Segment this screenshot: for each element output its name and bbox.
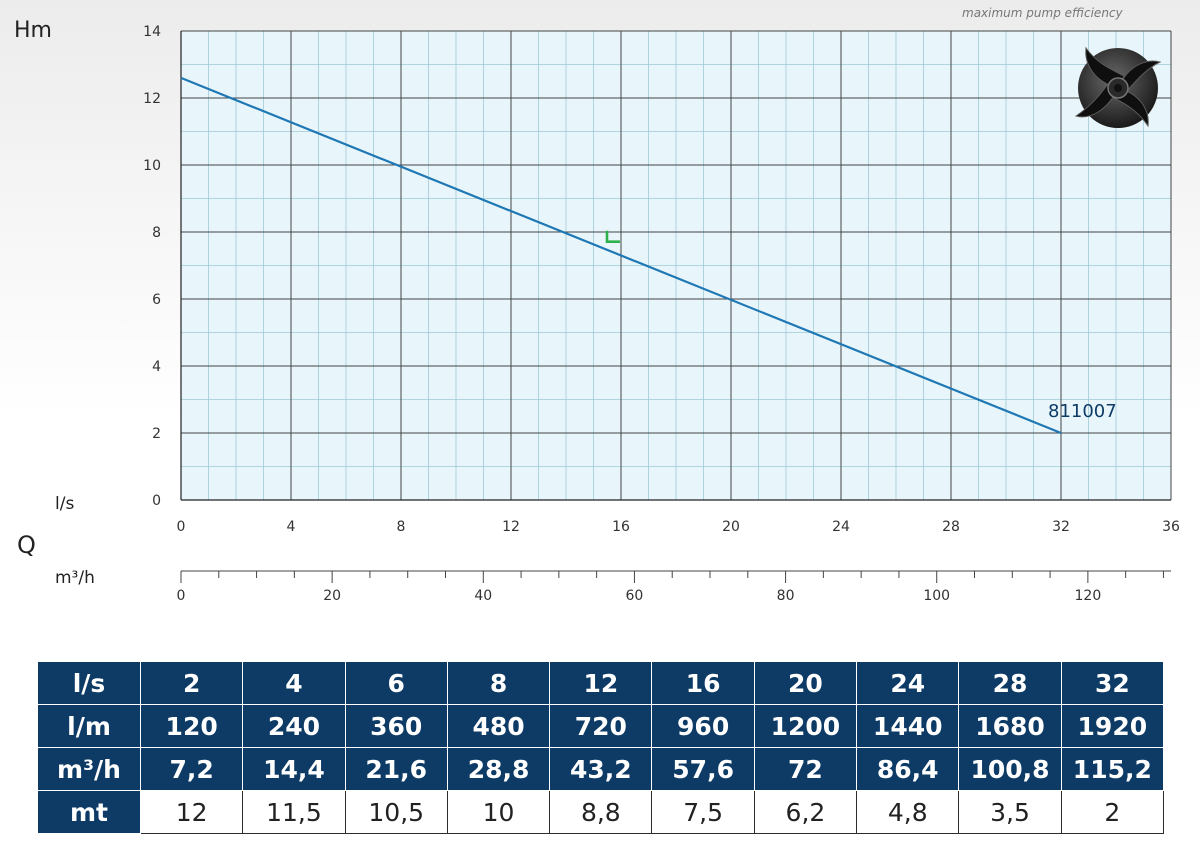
y-tick-label: 12 [143, 91, 161, 107]
table-cell: 3,5 [958, 790, 1062, 834]
table-cell: 11,5 [242, 790, 346, 834]
table-cell: 28 [958, 661, 1062, 705]
table-cell: 28,8 [446, 747, 551, 791]
table-cell: 240 [242, 704, 346, 748]
table-cell: 10 [446, 790, 551, 834]
row-label: l/s [37, 661, 141, 705]
table-cell: 20 [753, 661, 858, 705]
x-tick-label: 8 [397, 519, 406, 535]
y-tick-label: 4 [152, 359, 161, 375]
x-tick-label: 4 [287, 519, 296, 535]
table-row: mt 12 11,5 10,5 10 8,8 7,5 6,2 4,8 3,5 2 [37, 790, 1165, 834]
table-cell: 2 [1060, 790, 1165, 834]
row-label: mt [37, 790, 141, 834]
table-cell: 21,6 [344, 747, 448, 791]
secondary-tick-label: 0 [177, 588, 186, 604]
table-cell: 43,2 [549, 747, 653, 791]
y-tick-label: 2 [152, 426, 161, 442]
table-row: m³/h 7,2 14,4 21,6 28,8 43,2 57,6 72 86,4 100,8 11… [37, 747, 1165, 791]
table-cell: 7,2 [139, 747, 244, 791]
secondary-tick-label: 100 [923, 588, 950, 604]
x-axis-unit-ls: l/s [55, 494, 75, 514]
impeller-icon [1074, 46, 1162, 128]
table-cell: 57,6 [651, 747, 755, 791]
y-tick-label: 0 [152, 493, 161, 509]
x-tick-label: 16 [612, 519, 630, 535]
table-cell: 1920 [1060, 704, 1165, 748]
table-cell: 8 [446, 661, 551, 705]
table-cell: 1200 [753, 704, 858, 748]
x-tick-label: 0 [177, 519, 186, 535]
table-cell: 480 [446, 704, 551, 748]
x-tick-label: 20 [722, 519, 740, 535]
table-cell: 6 [344, 661, 448, 705]
table-cell: 32 [1060, 661, 1165, 705]
table-cell: 115,2 [1060, 747, 1165, 791]
table-cell: 1440 [856, 704, 960, 748]
x-tick-label: 12 [502, 519, 520, 535]
efficiency-note: maximum pump efficiency [962, 6, 1123, 20]
pump-curve-line [180, 76, 1062, 435]
table-cell: 360 [344, 704, 448, 748]
secondary-tick-label: 120 [1075, 588, 1102, 604]
efficiency-marker [605, 230, 620, 243]
table-cell: 4 [242, 661, 346, 705]
table-cell: 960 [651, 704, 755, 748]
table-cell: 7,5 [651, 790, 755, 834]
table-cell: 24 [856, 661, 960, 705]
table-cell: 8,8 [549, 790, 653, 834]
y-tick-label: 8 [152, 225, 161, 241]
table-row: l/m 120 240 360 480 720 960 1200 1440 1680 1920 [37, 704, 1165, 748]
table-cell: 6,2 [753, 790, 858, 834]
performance-table: l/s 2 4 6 8 12 16 20 24 28 32 l/m 120 240 360 480 720 960… [37, 661, 1165, 834]
y-tick-label: 14 [143, 24, 161, 40]
table-cell: 10,5 [344, 790, 448, 834]
x-tick-label: 32 [1052, 519, 1070, 535]
y-axis-unit: Hm [14, 18, 52, 43]
row-label: l/m [37, 704, 141, 748]
table-cell: 72 [753, 747, 858, 791]
secondary-tick-label: 60 [626, 588, 644, 604]
table-cell: 86,4 [856, 747, 960, 791]
secondary-tick-label: 40 [474, 588, 492, 604]
x-tick-label: 36 [1162, 519, 1180, 535]
x-tick-label: 28 [942, 519, 960, 535]
table-cell: 14,4 [242, 747, 346, 791]
table-cell: 12 [139, 790, 244, 834]
table-cell: 16 [651, 661, 755, 705]
table-cell: 100,8 [958, 747, 1062, 791]
y-tick-label: 6 [152, 292, 161, 308]
secondary-tick-label: 80 [777, 588, 795, 604]
flow-q-label: Q [17, 531, 36, 559]
table-cell: 1680 [958, 704, 1062, 748]
series-label: 811007 [1048, 401, 1117, 422]
table-cell: 12 [549, 661, 653, 705]
table-cell: 2 [139, 661, 244, 705]
table-cell: 720 [549, 704, 653, 748]
table-cell: 4,8 [856, 790, 960, 834]
x-tick-label: 24 [832, 519, 850, 535]
table-cell: 120 [139, 704, 244, 748]
secondary-tick-label: 20 [323, 588, 341, 604]
table-row: l/s 2 4 6 8 12 16 20 24 28 32 [37, 661, 1165, 705]
row-label: m³/h [37, 747, 141, 791]
x-axis-unit-m3h: m³/h [55, 568, 95, 588]
y-tick-label: 10 [143, 158, 161, 174]
